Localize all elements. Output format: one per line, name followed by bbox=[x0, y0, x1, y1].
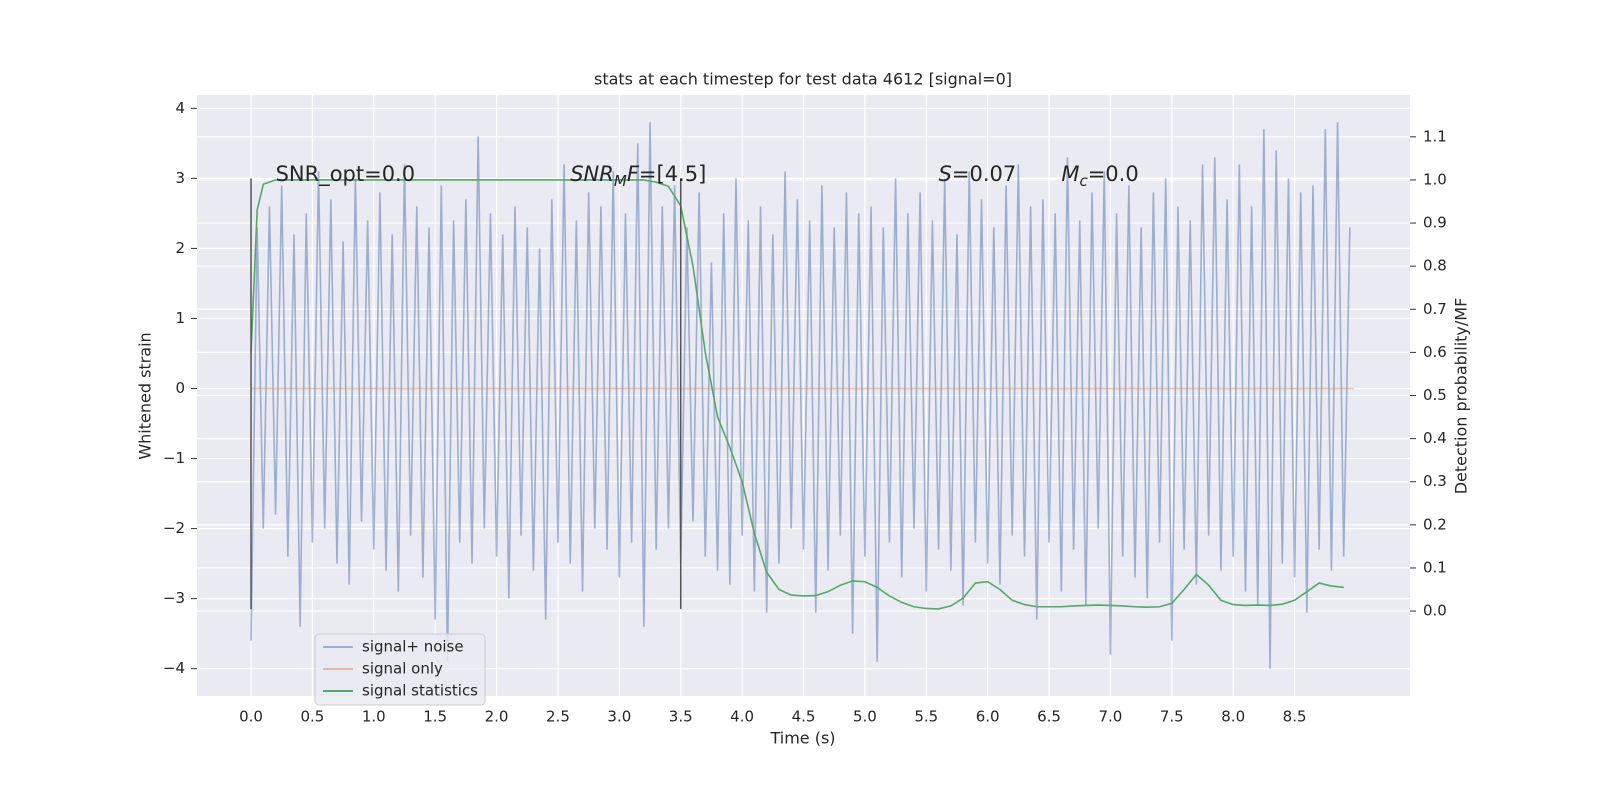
x-tick-label: 4.0 bbox=[730, 708, 754, 726]
x-tick-label: 3.5 bbox=[669, 708, 693, 726]
legend-box bbox=[314, 633, 486, 706]
annotation: SNRMF=[4.5] bbox=[570, 162, 706, 190]
y2-tick-label: 0.1 bbox=[1423, 558, 1447, 576]
annotation: Mc=0.0 bbox=[1061, 162, 1138, 190]
annotation-part: c bbox=[1079, 172, 1088, 190]
y-tick-label: 4 bbox=[175, 99, 185, 117]
annotation-part: =0.0 bbox=[1088, 162, 1139, 186]
x-tick-label: 1.0 bbox=[362, 708, 386, 726]
x-tick-label: 7.5 bbox=[1160, 708, 1184, 726]
x-tick-label: 5.0 bbox=[853, 708, 877, 726]
x-tick-label: 8.5 bbox=[1283, 708, 1307, 726]
x-tick-label: 6.0 bbox=[976, 708, 1000, 726]
annotation-part: F bbox=[627, 162, 640, 186]
y-tick-label: 1 bbox=[175, 309, 185, 327]
y2-tick-label: 1.0 bbox=[1423, 170, 1447, 188]
y-tick-label: −3 bbox=[163, 589, 185, 607]
legend-label: signal statistics bbox=[362, 682, 478, 700]
y2-tick-label: 0.9 bbox=[1423, 214, 1447, 232]
y2-tick-label: 0.0 bbox=[1423, 602, 1447, 620]
annotation-part: S bbox=[939, 162, 952, 186]
x-tick-label: 8.0 bbox=[1221, 708, 1245, 726]
x-axis-label: Time (s) bbox=[769, 729, 835, 748]
x-tick-label: 6.5 bbox=[1037, 708, 1061, 726]
x-tick-label: 0.0 bbox=[239, 708, 263, 726]
y2-tick-label: 0.6 bbox=[1423, 343, 1447, 361]
series-line bbox=[250, 179, 1344, 610]
x-tick-label: 5.5 bbox=[914, 708, 938, 726]
chart-title: stats at each timestep for test data 461… bbox=[594, 70, 1012, 89]
y-tick-label: −1 bbox=[163, 449, 185, 467]
x-tick-label: 1.5 bbox=[423, 708, 447, 726]
annotation-part: =[4.5] bbox=[639, 162, 706, 186]
x-tick-label: 3.0 bbox=[607, 708, 631, 726]
x-tick-label: 7.0 bbox=[1099, 708, 1123, 726]
y-tick-label: −2 bbox=[163, 519, 185, 537]
annotation-part: M bbox=[614, 172, 627, 190]
y2-tick-label: 0.5 bbox=[1423, 386, 1447, 404]
y-tick-label: 0 bbox=[175, 379, 185, 397]
x-tick-label: 2.0 bbox=[485, 708, 509, 726]
annotation: SNR_opt=0.0 bbox=[276, 162, 416, 187]
y2-tick-label: 0.4 bbox=[1423, 429, 1447, 447]
legend-label: signal only bbox=[362, 660, 443, 678]
y2-tick-label: 0.3 bbox=[1423, 472, 1447, 490]
annotation-part: =0.07 bbox=[952, 162, 1016, 186]
annotation-part: M bbox=[1061, 162, 1079, 186]
annotation-part: SNR bbox=[570, 162, 614, 186]
y2-tick-label: 0.2 bbox=[1423, 515, 1447, 533]
x-tick-label: 0.5 bbox=[300, 708, 324, 726]
y-axis-label: Whitened strain bbox=[136, 332, 155, 459]
y-tick-label: 3 bbox=[175, 169, 185, 187]
y2-tick-label: 0.7 bbox=[1423, 300, 1447, 318]
legend-label: signal+ noise bbox=[362, 638, 464, 656]
x-tick-label: 4.5 bbox=[792, 708, 816, 726]
annotation-part: SNR_opt=0.0 bbox=[276, 162, 416, 187]
x-tick-label: 2.5 bbox=[546, 708, 570, 726]
y-tick-label: 2 bbox=[175, 239, 185, 257]
y2-tick-label: 1.1 bbox=[1423, 127, 1447, 145]
series-line bbox=[250, 122, 1351, 669]
y-tick-label: −4 bbox=[163, 659, 185, 677]
annotation: S=0.07 bbox=[939, 162, 1017, 186]
y2-axis-label: Detection probability/MF bbox=[1452, 298, 1471, 495]
y2-tick-label: 0.8 bbox=[1423, 257, 1447, 275]
